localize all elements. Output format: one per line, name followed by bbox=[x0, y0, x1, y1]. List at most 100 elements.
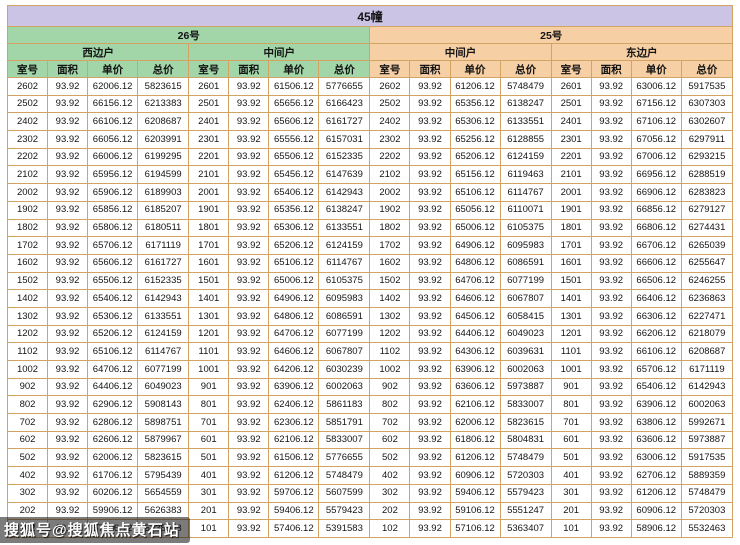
table-cell: 93.92 bbox=[228, 483, 270, 503]
table-cell: 93.92 bbox=[47, 112, 89, 132]
table-cell: 65406.12 bbox=[87, 289, 139, 308]
table-cell: 201 bbox=[188, 501, 230, 521]
table-cell: 65056.12 bbox=[449, 200, 501, 220]
table-cell: 93.92 bbox=[409, 253, 451, 273]
table-cell: 93.92 bbox=[590, 306, 632, 326]
table-cell: 1901 bbox=[550, 200, 592, 220]
table-cell: 101 bbox=[550, 519, 592, 538]
table-cell: 62106.12 bbox=[449, 395, 501, 415]
price-sheet: 45幢 26号 25号 西边户 中间户 中间户 东边户 室号 面积 单价 总价 室号 面积… bbox=[6, 5, 734, 538]
column-header: 面积 bbox=[590, 60, 632, 78]
table-row: 302 93.92 60206.12 5654559 301 93.92 59706.12 5… bbox=[6, 483, 734, 503]
table-cell: 5973887 bbox=[499, 377, 552, 397]
table-cell: 6095983 bbox=[499, 236, 552, 255]
table-cell: 5917535 bbox=[680, 77, 734, 96]
table-cell: 1002 bbox=[369, 360, 411, 379]
table-cell: 65856.12 bbox=[87, 200, 139, 220]
table-cell: 60206.12 bbox=[87, 483, 139, 503]
table-cell: 501 bbox=[188, 448, 230, 468]
table-cell: 62806.12 bbox=[87, 413, 139, 432]
table-cell: 93.92 bbox=[47, 94, 89, 114]
table-cell: 93.92 bbox=[47, 306, 89, 326]
table-cell: 93.92 bbox=[47, 395, 89, 415]
table-cell: 93.92 bbox=[47, 165, 89, 185]
table-cell: 93.92 bbox=[590, 147, 632, 167]
table-row: 2102 93.92 65956.12 6194599 2101 93.92 65456.1… bbox=[6, 165, 734, 185]
table-cell: 66606.12 bbox=[630, 253, 682, 273]
table-cell: 602 bbox=[369, 430, 411, 450]
price-table: 45幢 26号 25号 西边户 中间户 中间户 东边户 室号 面积 单价 总价 室号 面积… bbox=[6, 5, 734, 538]
table-cell: 801 bbox=[550, 395, 592, 415]
table-cell: 2202 bbox=[369, 147, 411, 167]
table-cell: 64706.12 bbox=[87, 360, 139, 379]
table-cell: 64906.12 bbox=[449, 236, 501, 255]
table-cell: 6119463 bbox=[499, 165, 552, 185]
table-cell: 6138247 bbox=[499, 94, 552, 114]
table-cell: 93.92 bbox=[590, 112, 632, 132]
table-cell: 93.92 bbox=[228, 147, 270, 167]
table-cell: 5579423 bbox=[318, 501, 371, 521]
table-cell: 63906.12 bbox=[449, 360, 501, 379]
table-row: 1202 93.92 65206.12 6124159 1201 93.92 64706.1… bbox=[6, 324, 734, 344]
table-cell: 65006.12 bbox=[268, 271, 320, 291]
building-row: 26号 25号 bbox=[6, 26, 733, 44]
table-cell: 93.92 bbox=[409, 483, 451, 503]
table-cell: 5823615 bbox=[137, 448, 190, 468]
table-cell: 5804831 bbox=[499, 430, 552, 450]
table-cell: 93.92 bbox=[47, 324, 89, 344]
table-cell: 93.92 bbox=[590, 519, 632, 538]
table-cell: 502 bbox=[369, 448, 411, 468]
table-cell: 6161727 bbox=[137, 253, 190, 273]
table-cell: 61506.12 bbox=[268, 448, 320, 468]
table-cell: 5908143 bbox=[137, 395, 190, 415]
table-cell: 64506.12 bbox=[449, 306, 501, 326]
table-cell: 301 bbox=[550, 483, 592, 503]
table-cell: 93.92 bbox=[590, 342, 632, 361]
table-cell: 702 bbox=[6, 413, 49, 432]
table-cell: 6307303 bbox=[680, 94, 734, 114]
table-cell: 93.92 bbox=[590, 324, 632, 344]
table-cell: 2302 bbox=[369, 130, 411, 149]
table-cell: 901 bbox=[188, 377, 230, 397]
table-cell: 1302 bbox=[6, 306, 49, 326]
table-cell: 6199295 bbox=[137, 147, 190, 167]
table-cell: 66906.12 bbox=[630, 183, 682, 202]
table-cell: 1001 bbox=[550, 360, 592, 379]
table-cell: 93.92 bbox=[409, 77, 451, 96]
table-cell: 6067807 bbox=[318, 342, 371, 361]
table-cell: 93.92 bbox=[590, 413, 632, 432]
table-cell: 93.92 bbox=[228, 324, 270, 344]
table-cell: 93.92 bbox=[590, 130, 632, 149]
table-cell: 401 bbox=[550, 466, 592, 485]
table-cell: 66206.12 bbox=[630, 324, 682, 344]
table-cell: 902 bbox=[6, 377, 49, 397]
table-cell: 65306.12 bbox=[87, 306, 139, 326]
table-cell: 6124159 bbox=[137, 324, 190, 344]
table-cell: 1102 bbox=[369, 342, 411, 361]
table-cell: 2101 bbox=[550, 165, 592, 185]
table-cell: 93.92 bbox=[409, 519, 451, 538]
table-cell: 93.92 bbox=[228, 448, 270, 468]
table-cell: 65406.12 bbox=[268, 183, 320, 202]
table-cell: 801 bbox=[188, 395, 230, 415]
table-cell: 6227471 bbox=[680, 306, 734, 326]
table-cell: 1501 bbox=[188, 271, 230, 291]
table-cell: 66156.12 bbox=[87, 94, 139, 114]
table-cell: 6030239 bbox=[318, 360, 371, 379]
table-cell: 6279127 bbox=[680, 200, 734, 220]
table-cell: 93.92 bbox=[590, 218, 632, 238]
table-cell: 6161727 bbox=[318, 112, 371, 132]
table-cell: 2401 bbox=[550, 112, 592, 132]
table-cell: 64606.12 bbox=[268, 342, 320, 361]
table-cell: 2502 bbox=[6, 94, 49, 114]
table-cell: 93.92 bbox=[228, 395, 270, 415]
table-cell: 601 bbox=[550, 430, 592, 450]
table-cell: 1701 bbox=[188, 236, 230, 255]
table-cell: 66856.12 bbox=[630, 200, 682, 220]
column-header: 面积 bbox=[47, 60, 89, 78]
table-cell: 402 bbox=[369, 466, 411, 485]
table-row: 1702 93.92 65706.12 6171119 1701 93.92 65206.1… bbox=[6, 236, 734, 255]
table-cell: 93.92 bbox=[590, 360, 632, 379]
table-cell: 1802 bbox=[6, 218, 49, 238]
table-cell: 66106.12 bbox=[630, 342, 682, 361]
